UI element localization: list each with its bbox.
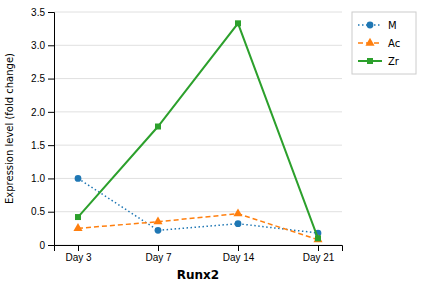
legend: M Ac Zr	[352, 12, 416, 74]
chart: 00.51.01.52.02.53.03.5Day 3Day 7Day 14Da…	[0, 0, 424, 285]
legend-marker	[367, 58, 373, 64]
legend-frame	[352, 12, 416, 74]
legend-label: M	[388, 20, 397, 31]
grid	[54, 12, 342, 245]
tick-mark	[158, 245, 159, 251]
tick: 3.5	[31, 7, 54, 18]
marker	[235, 20, 241, 26]
tick-label: Day 21	[303, 252, 335, 263]
tick: Day 7	[145, 245, 172, 263]
grid-line	[54, 12, 342, 13]
legend-label: Zr	[388, 56, 400, 67]
line	[78, 23, 318, 238]
x-axis: Day 3 Day 7 Day 14 Day 21	[55, 245, 343, 263]
grid-line	[54, 211, 342, 212]
tick-label: Day 7	[145, 252, 172, 263]
legend-item: M	[358, 20, 397, 31]
plot: 00.51.01.52.02.53.03.5Day 3Day 7Day 14Da…	[31, 7, 342, 263]
tick-label: 1.0	[31, 173, 45, 184]
tick: 2.5	[31, 73, 54, 84]
tick: 0	[39, 240, 54, 251]
tick: 0.5	[31, 206, 54, 217]
tick-mark	[48, 12, 54, 13]
tick-mark	[238, 245, 239, 251]
legend-item: Ac	[358, 38, 400, 49]
tick-mark	[48, 212, 54, 213]
marker	[153, 216, 162, 224]
tick-label: 2.5	[31, 73, 45, 84]
tick: 1.5	[31, 140, 54, 151]
tick-label: 3.0	[31, 40, 45, 51]
marks	[73, 20, 322, 242]
legend-item: Zr	[358, 56, 400, 67]
marker	[233, 208, 242, 216]
tick: 3.0	[31, 40, 54, 51]
tick-mark	[48, 79, 54, 80]
tick: 2.0	[31, 107, 54, 118]
marker	[315, 235, 321, 241]
tick-label: Day 3	[65, 252, 92, 263]
line	[78, 214, 318, 240]
grid-line	[54, 178, 342, 179]
marker	[155, 227, 162, 234]
tick: Day 21	[303, 245, 335, 263]
grid-line	[54, 111, 342, 112]
x-axis-title: Runx2	[177, 268, 219, 282]
tick-mark	[48, 112, 54, 113]
axis-line	[48, 13, 55, 246]
marker	[235, 220, 242, 227]
y-axis-title: Expression level (fold change)	[4, 53, 15, 204]
tick-mark	[78, 245, 79, 251]
tick-mark	[48, 245, 54, 246]
tick-mark	[318, 245, 319, 251]
tick-mark	[48, 178, 54, 179]
marker	[155, 124, 161, 130]
tick-label: 3.5	[31, 7, 45, 18]
tick-label: Day 14	[223, 252, 255, 263]
legend-marker	[365, 38, 374, 46]
grid-line	[54, 145, 342, 146]
axis-line	[55, 246, 343, 252]
tick-label: 0	[39, 240, 45, 251]
tick-label: 2.0	[31, 107, 45, 118]
marker	[75, 175, 82, 182]
marker	[73, 223, 82, 231]
grid-line	[54, 45, 342, 46]
tick-mark	[48, 145, 54, 146]
tick-label: 1.5	[31, 140, 45, 151]
tick-mark	[48, 45, 54, 46]
legend-label: Ac	[388, 38, 400, 49]
legend-marker	[367, 22, 374, 29]
marker	[75, 214, 81, 220]
tick: Day 3	[65, 245, 92, 263]
tick: 1.0	[31, 173, 54, 184]
grid-line	[54, 78, 342, 79]
marker	[313, 234, 322, 242]
y-axis: 0 0.5 1.0 1.5 2.0 2.5 3.0 3.5	[31, 7, 54, 251]
tick-label: 0.5	[31, 206, 45, 217]
tick: Day 14	[223, 245, 255, 263]
